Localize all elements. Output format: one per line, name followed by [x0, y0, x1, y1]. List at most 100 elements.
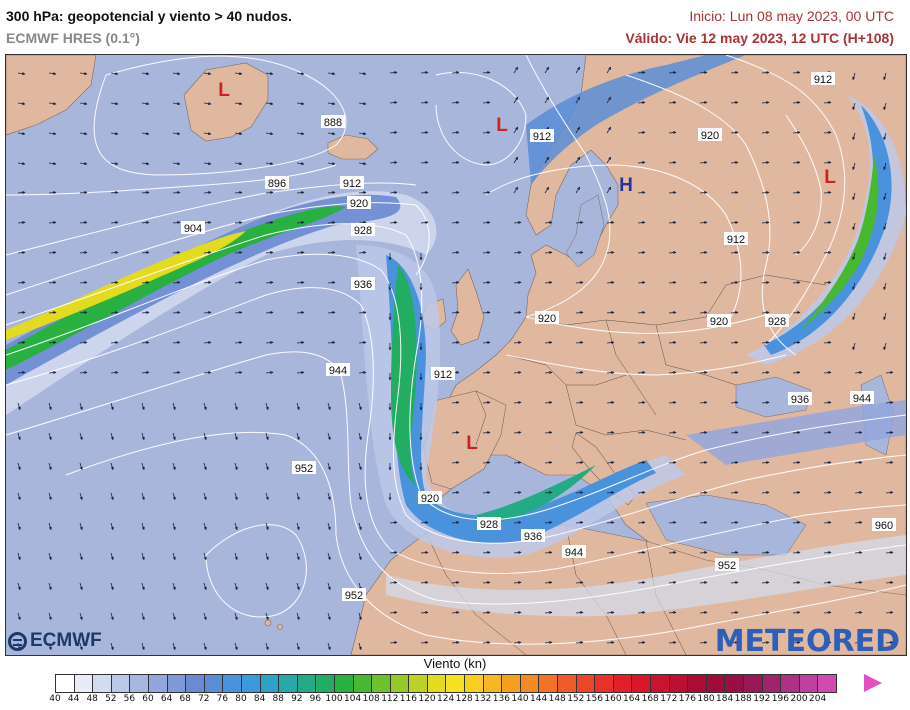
wind-arrow — [389, 70, 398, 75]
colorbar-cell — [279, 675, 298, 692]
wind-arrow — [79, 492, 83, 501]
wind-arrow — [637, 160, 646, 165]
wind-arrow — [110, 612, 114, 621]
high-pressure-marker: H — [619, 175, 633, 196]
wind-arrow — [730, 550, 739, 555]
wind-arrow — [234, 72, 243, 76]
colorbar-tick: 84 — [253, 694, 266, 704]
wind-arrow — [823, 370, 832, 375]
wind-arrow — [513, 370, 522, 375]
wind-arrow — [48, 310, 57, 315]
wind-arrow — [482, 70, 491, 75]
wind-arrow — [451, 550, 460, 555]
wind-arrow — [668, 580, 677, 585]
colorbar-tick: 56 — [123, 694, 136, 704]
wind-arrow — [327, 642, 331, 651]
wind-arrow — [883, 132, 887, 141]
wind-arrow — [513, 490, 522, 495]
wind-arrow — [296, 612, 300, 621]
wind-arrow — [730, 520, 739, 525]
wind-arrow — [482, 220, 491, 225]
wind-arrow — [730, 280, 739, 285]
wind-arrow — [854, 370, 863, 375]
wind-arrow — [885, 580, 894, 585]
wind-arrow — [730, 250, 739, 255]
wind-arrow — [327, 432, 331, 441]
wind-arrow — [234, 340, 243, 345]
contour-label: 952 — [292, 461, 316, 475]
wind-arrow — [17, 432, 21, 441]
wind-arrow — [606, 310, 615, 315]
wind-arrow — [637, 310, 646, 315]
colorbar-tick: 180 — [697, 694, 715, 704]
wind-arrow — [265, 132, 274, 136]
wind-arrow — [575, 250, 584, 255]
wind-arrow — [883, 282, 887, 291]
wind-arrow — [389, 220, 398, 225]
wind-arrow — [575, 280, 584, 285]
wind-arrow — [141, 642, 145, 651]
wind-arrow — [637, 520, 646, 525]
colorbar-tick: 132 — [474, 694, 492, 704]
wind-arrow — [792, 100, 801, 105]
contour-label: 912 — [811, 72, 835, 86]
wind-arrow — [48, 280, 57, 285]
wind-arrow — [575, 310, 584, 315]
colorbar-cell — [353, 675, 373, 692]
wind-arrow — [327, 220, 336, 225]
wind-arrow — [854, 640, 863, 645]
land-layer — [6, 55, 906, 655]
wind-arrow — [606, 156, 612, 164]
wind-arrow — [883, 192, 887, 201]
wind-arrow — [203, 310, 212, 315]
wind-arrow — [327, 72, 336, 76]
contour-label: 920 — [698, 128, 722, 142]
colorbar-cell — [297, 675, 317, 692]
wind-arrow — [48, 72, 57, 76]
wind-arrow — [389, 550, 398, 555]
ecmwf-logo: ECMWF — [8, 630, 102, 652]
colorbar-tick: 40 — [49, 694, 61, 704]
wind-arrow — [265, 492, 269, 501]
wind-arrow — [17, 72, 26, 76]
svg-text:888: 888 — [324, 117, 342, 129]
wind-arrow — [699, 580, 708, 585]
wind-arrow — [823, 550, 832, 555]
wind-arrow — [110, 250, 119, 255]
wind-arrow — [823, 250, 832, 255]
low-pressure-marker: L — [496, 115, 508, 136]
wind-arrow — [885, 610, 894, 615]
wind-arrow — [761, 220, 770, 225]
colorbar-tick: 48 — [86, 694, 98, 704]
wind-arrow — [730, 70, 739, 75]
wind-arrow — [544, 186, 550, 194]
svg-text:912: 912 — [727, 234, 745, 246]
wind-arrow — [17, 280, 26, 285]
wind-arrow — [852, 222, 856, 231]
low-pressure-marker: L — [218, 80, 230, 101]
wind-arrow — [451, 310, 460, 315]
wind-arrow — [761, 520, 770, 525]
land-canary — [264, 619, 272, 627]
wind-arrow — [420, 220, 429, 225]
colorbar-cell — [390, 675, 410, 692]
wind-arrow — [513, 580, 522, 585]
wind-arrow — [358, 462, 362, 471]
wind-arrow — [544, 156, 550, 164]
weather-map[interactable]: 888 896 904 912 920 928 936 944 952 952 912 920 928 9… — [5, 54, 907, 656]
colorbar-tick: 96 — [309, 694, 322, 704]
wind-arrow — [883, 342, 887, 351]
wind-arrow — [606, 370, 615, 375]
wind-arrow — [327, 102, 336, 106]
wind-arrow — [730, 580, 739, 585]
contour-label: 936 — [351, 277, 375, 291]
wind-arrow — [79, 162, 88, 166]
colorbar-tick: 60 — [142, 694, 154, 704]
wind-arrow — [606, 520, 615, 525]
wind-arrow — [761, 640, 770, 645]
colorbar-tick: 168 — [641, 694, 659, 704]
wind-arrow — [699, 400, 708, 405]
wind-arrow — [637, 340, 646, 345]
wind-arrow — [234, 370, 243, 375]
wind-arrow — [544, 490, 553, 495]
